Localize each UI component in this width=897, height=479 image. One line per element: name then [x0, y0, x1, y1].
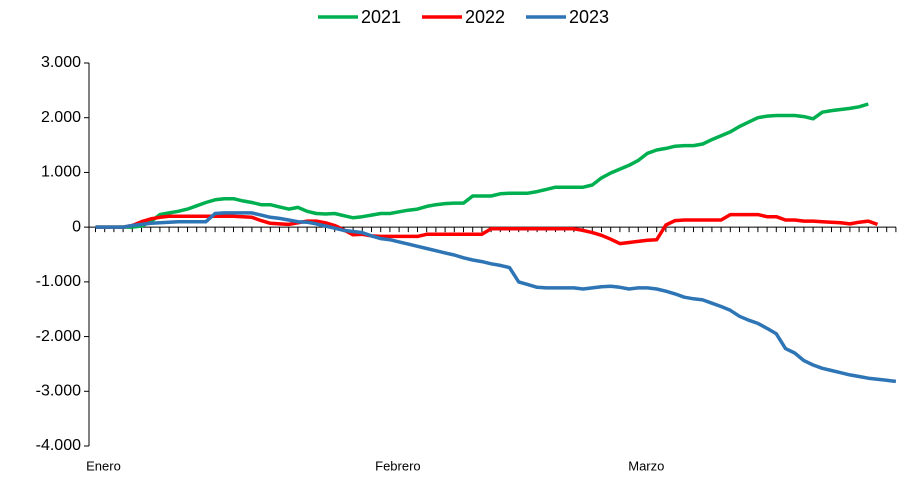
y-tick-label: -2.000: [36, 328, 81, 345]
series-line: [95, 102, 869, 229]
y-tick-label: 2.000: [41, 109, 81, 126]
series-line: [95, 212, 879, 246]
x-tick-label: Marzo: [628, 458, 664, 473]
y-tick-label: -4.000: [36, 437, 81, 454]
x-tick-label: Febrero: [375, 458, 421, 473]
y-tick-label: 1.000: [41, 164, 81, 181]
series-line: [95, 211, 897, 384]
y-tick-label: -1.000: [36, 273, 81, 290]
legend-label: 2021: [361, 7, 401, 27]
legend-label: 2023: [569, 7, 609, 27]
y-tick-label: 3.000: [41, 54, 81, 71]
y-tick-label: -3.000: [36, 383, 81, 400]
legend-label: 2022: [465, 7, 505, 27]
x-tick-label: Enero: [86, 458, 121, 473]
y-tick-label: 0: [72, 218, 81, 235]
